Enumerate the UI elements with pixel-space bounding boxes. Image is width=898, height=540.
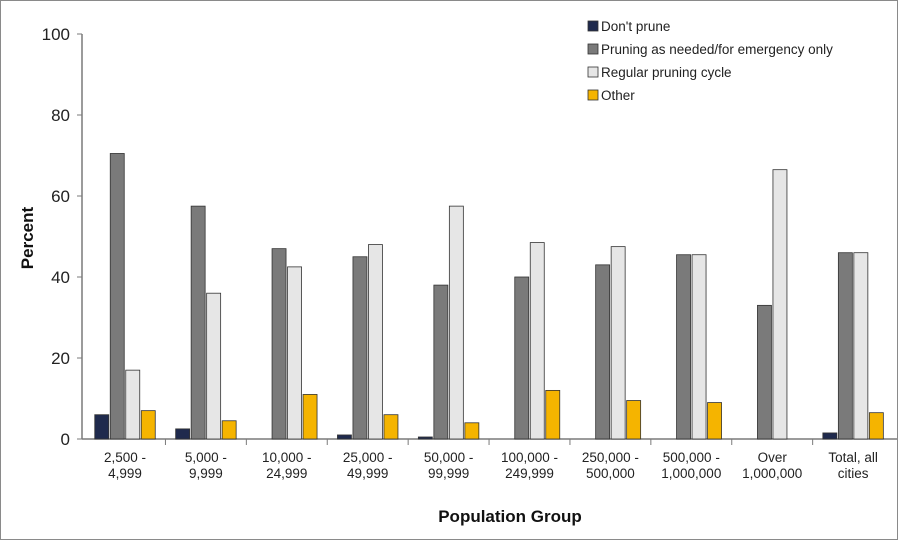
bar: [707, 402, 722, 440]
bar: [676, 254, 691, 440]
bar-group: [676, 254, 722, 440]
bar: [383, 414, 399, 440]
bar: [433, 284, 449, 440]
bar: [287, 266, 302, 440]
bar: [175, 428, 191, 440]
bar: [853, 252, 869, 440]
legend-item: Regular pruning cycle: [587, 65, 732, 80]
legend-item: Other: [587, 88, 635, 103]
bars: [94, 153, 884, 440]
legend-swatch: [587, 43, 599, 55]
legend: Don't prune Pruning as needed/for emergen…: [587, 19, 833, 103]
legend-swatch: [587, 66, 599, 78]
y-tick-label: 20: [51, 349, 70, 368]
x-tick-label: 500,000 -1,000,000: [661, 450, 721, 481]
bar: [221, 420, 237, 440]
legend-item: Pruning as needed/for emergency only: [587, 42, 833, 57]
y-axis-ticks: 0 20 40 60 80 100: [42, 25, 82, 449]
bar-group: [271, 248, 318, 440]
y-tick-label: 40: [51, 268, 70, 287]
bar: [94, 414, 110, 440]
y-tick-label: 100: [42, 25, 70, 44]
bar: [109, 153, 125, 440]
legend-label: Pruning as needed/for emergency only: [601, 42, 833, 57]
y-axis-title: Percent: [18, 206, 37, 269]
legend-label: Regular pruning cycle: [601, 65, 732, 80]
bar-group: [175, 205, 237, 440]
bar: [271, 248, 287, 440]
bar: [626, 400, 642, 440]
bar: [691, 254, 707, 440]
x-tick-label: 250,000 -500,000: [582, 450, 639, 481]
bar-group: [94, 153, 156, 440]
bar: [514, 276, 530, 440]
y-tick-label: 0: [61, 430, 70, 449]
bar: [125, 369, 141, 440]
bar: [545, 389, 561, 440]
x-axis-title: Population Group: [438, 507, 582, 526]
bar: [595, 264, 611, 440]
bar-group: [595, 246, 642, 440]
bar: [464, 422, 480, 440]
legend-label: Don't prune: [601, 19, 670, 34]
x-tick-label: Total, all cities: [828, 450, 878, 481]
bar: [822, 432, 838, 440]
x-axis-category-labels: 2,500 -4,999 5,000 -9,999 10,000 -24,999 25…: [104, 450, 878, 481]
legend-swatch: [587, 20, 599, 32]
x-tick-label: 10,000 -24,999: [262, 450, 312, 481]
bar: [368, 244, 383, 440]
bar: [352, 256, 368, 440]
x-tick-label: 50,000 -99,999: [424, 450, 474, 481]
bar-group: [337, 244, 399, 440]
bar: [837, 252, 853, 440]
bar: [757, 304, 772, 440]
bar: [190, 205, 206, 440]
bar: [610, 246, 626, 440]
bar: [206, 292, 222, 440]
y-tick-label: 60: [51, 187, 70, 206]
x-tick-label: 2,500 -4,999: [104, 450, 146, 481]
legend-swatch: [587, 89, 599, 101]
bar: [302, 394, 318, 440]
bar: [337, 434, 352, 440]
bar-group: [822, 252, 884, 440]
bar: [448, 205, 464, 440]
y-tick-label: 80: [51, 106, 70, 125]
bar: [868, 412, 884, 440]
x-tick-label: 5,000 -9,999: [185, 450, 227, 481]
bar-group: [417, 205, 480, 440]
x-tick-label: Over 1,000,000: [742, 450, 802, 481]
bar-group: [757, 169, 788, 440]
bar: [529, 242, 545, 440]
bar: [417, 436, 433, 440]
bar: [772, 169, 788, 440]
legend-item: Don't prune: [587, 19, 670, 34]
x-tick-label: 25,000 -49,999: [343, 450, 393, 481]
legend-label: Other: [601, 88, 635, 103]
bar-group: [514, 242, 561, 440]
x-tick-label: 100,000 -249,999: [501, 450, 558, 481]
bar: [140, 410, 156, 440]
